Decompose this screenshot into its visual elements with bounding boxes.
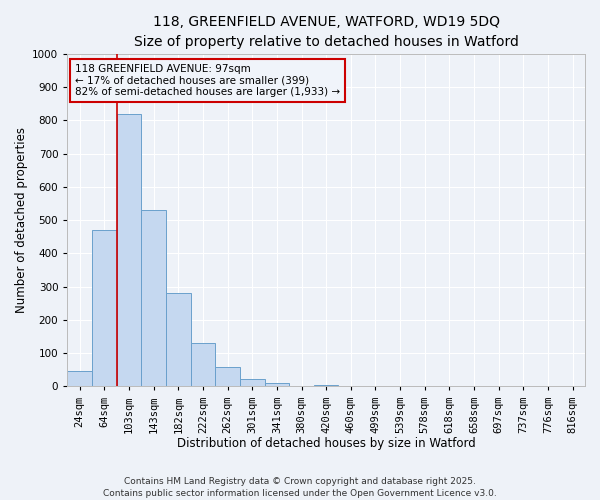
Bar [265, 382, 289, 386]
Y-axis label: Number of detached properties: Number of detached properties [15, 127, 28, 313]
Bar [240, 379, 265, 386]
Bar [92, 230, 116, 386]
Bar [215, 367, 240, 386]
Text: 118 GREENFIELD AVENUE: 97sqm
← 17% of detached houses are smaller (399)
82% of s: 118 GREENFIELD AVENUE: 97sqm ← 17% of de… [75, 64, 340, 97]
Bar [314, 384, 338, 386]
Bar [116, 114, 141, 386]
Bar [191, 343, 215, 386]
Bar [67, 371, 92, 386]
Title: 118, GREENFIELD AVENUE, WATFORD, WD19 5DQ
Size of property relative to detached : 118, GREENFIELD AVENUE, WATFORD, WD19 5D… [134, 15, 518, 48]
X-axis label: Distribution of detached houses by size in Watford: Distribution of detached houses by size … [177, 437, 476, 450]
Bar [141, 210, 166, 386]
Text: Contains HM Land Registry data © Crown copyright and database right 2025.
Contai: Contains HM Land Registry data © Crown c… [103, 476, 497, 498]
Bar [166, 293, 191, 386]
